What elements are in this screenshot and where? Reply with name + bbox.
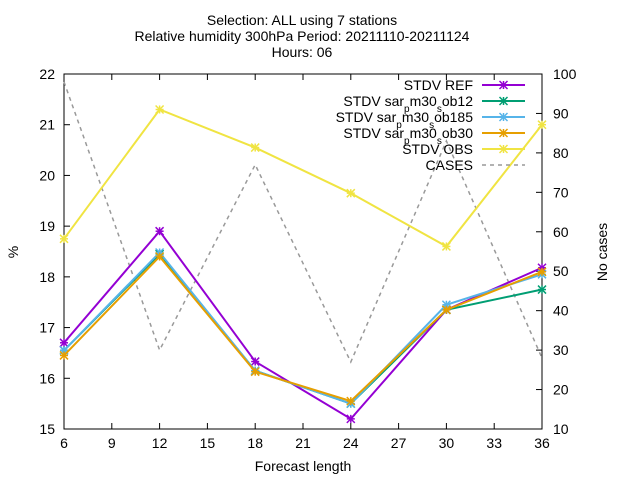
y2-tick-label: 90 (553, 105, 569, 121)
legend-label: STDV sarpm30sob185 (336, 109, 474, 131)
y2-tick-label: 80 (553, 145, 569, 161)
legend-label: CASES (426, 157, 473, 173)
y-tick-label: 15 (39, 421, 55, 437)
legend-marker (498, 96, 509, 106)
y-tick-label: 22 (39, 66, 55, 82)
y2-tick-label: 50 (553, 263, 569, 279)
y2-tick-label: 70 (553, 184, 569, 200)
legend-marker (498, 80, 509, 90)
title-line-2: Relative humidity 300hPa Period: 2021111… (135, 28, 470, 44)
data-point (155, 252, 165, 262)
data-point (250, 143, 260, 153)
x-axis: 6 9 12 15 18 21 24 27 30 33 36 (60, 74, 550, 451)
y-tick-label: 20 (39, 167, 55, 183)
y2-tick-label: 20 (553, 382, 569, 398)
y2-tick-label: 100 (553, 66, 577, 82)
series-3 (59, 252, 547, 406)
data-point (346, 396, 356, 406)
x-tick-label: 18 (247, 435, 263, 451)
series-2 (59, 247, 547, 409)
series-0 (59, 226, 547, 424)
data-point (537, 285, 547, 295)
y-axis-left: 15 16 17 18 19 20 21 22 (39, 66, 70, 437)
data-point (250, 367, 260, 377)
legend-marker (498, 144, 509, 154)
data-point (59, 338, 69, 348)
y-tick-label: 19 (39, 218, 55, 234)
x-tick-label: 36 (534, 435, 550, 451)
x-tick-label: 30 (439, 435, 455, 451)
legend-marker (498, 112, 509, 122)
y2-tick-label: 40 (553, 303, 569, 319)
data-point (346, 414, 356, 424)
y2-tick-label: 10 (553, 421, 569, 437)
legend-label: STDV sarpm30sob12 (343, 93, 473, 115)
y-tick-label: 21 (39, 117, 55, 133)
data-point (250, 357, 260, 367)
data-point (155, 247, 165, 258)
x-tick-label: 33 (486, 435, 502, 451)
series-line (63, 81, 543, 364)
legend-label: STDV REF (404, 77, 473, 93)
series-5 (63, 81, 543, 364)
title-line-3: Hours: 06 (272, 44, 333, 60)
series-line (63, 229, 543, 421)
series-4 (59, 104, 547, 251)
chart-title: Selection: ALL using 7 stations Relative… (135, 12, 470, 60)
legend-label: STDV sarpm30sob30 (343, 125, 473, 147)
y-axis-label: % (5, 246, 21, 258)
data-point (346, 188, 356, 198)
x-tick-label: 27 (391, 435, 407, 451)
y-tick-label: 17 (39, 320, 55, 336)
title-line-1: Selection: ALL using 7 stations (207, 12, 397, 28)
series-line (63, 108, 543, 248)
series-line (63, 255, 543, 403)
y2-tick-label: 60 (553, 224, 569, 240)
data-point (155, 104, 165, 115)
x-tick-label: 24 (343, 435, 359, 451)
data-point (59, 350, 69, 360)
x-tick-label: 6 (60, 435, 68, 451)
x-axis-label: Forecast length (255, 458, 352, 474)
data-point (155, 226, 165, 236)
series-line (63, 251, 543, 405)
data-point (441, 305, 451, 315)
data-point (441, 241, 451, 251)
legend-marker (498, 128, 509, 138)
data-point (59, 234, 69, 244)
data-point (537, 120, 547, 130)
data-point (537, 267, 547, 277)
series-layer (59, 81, 547, 424)
x-tick-label: 15 (200, 435, 216, 451)
y-tick-label: 18 (39, 269, 55, 285)
x-tick-label: 9 (108, 435, 116, 451)
y2-tick-label: 30 (553, 342, 569, 358)
x-tick-label: 21 (295, 435, 311, 451)
legend-label: STDV OBS (402, 141, 473, 157)
y2-axis-label: No cases (594, 223, 610, 281)
x-tick-label: 12 (152, 435, 168, 451)
y-tick-label: 16 (39, 370, 55, 386)
y-axis-right: 10 20 30 40 50 60 70 80 90 100 (536, 66, 577, 437)
